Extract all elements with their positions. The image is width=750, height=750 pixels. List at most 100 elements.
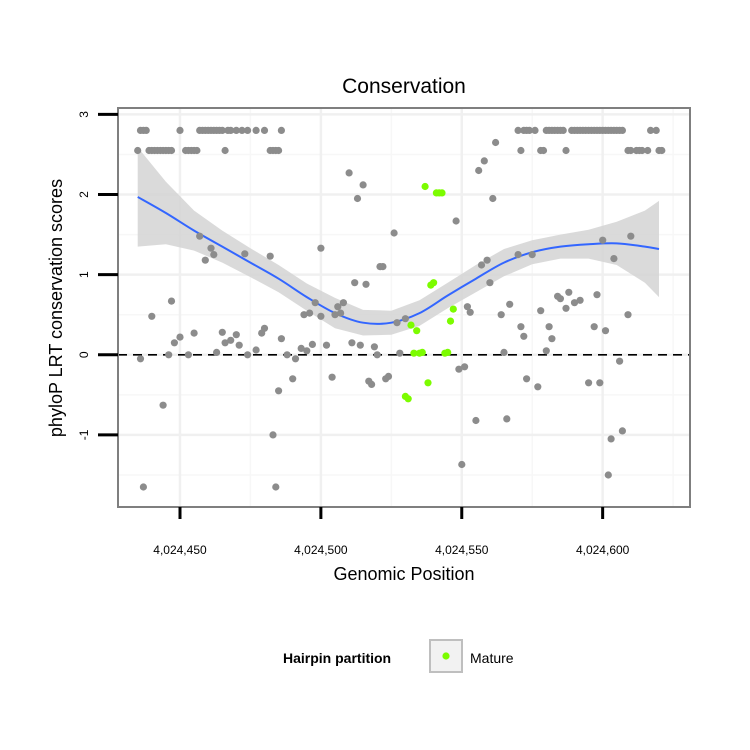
data-point — [167, 297, 176, 305]
data-point — [466, 308, 474, 316]
data-point — [458, 460, 466, 469]
data-point — [652, 126, 660, 134]
data-point-mature — [449, 305, 457, 313]
data-point — [136, 355, 145, 363]
data-point — [260, 126, 269, 134]
data-point — [297, 344, 305, 352]
data-point — [303, 347, 311, 355]
data-point — [486, 279, 494, 287]
data-point — [477, 261, 486, 269]
data-point — [658, 146, 666, 155]
data-point — [317, 312, 325, 320]
data-point — [534, 383, 542, 391]
data-point — [353, 194, 362, 203]
data-point — [331, 311, 339, 319]
data-point — [559, 126, 567, 134]
data-point — [607, 435, 615, 443]
data-point — [638, 146, 646, 155]
data-point — [252, 346, 260, 354]
data-point — [134, 146, 142, 155]
x-axis-label: Genomic Position — [333, 564, 474, 584]
data-point — [232, 126, 240, 134]
data-point — [275, 146, 283, 155]
data-point — [356, 341, 364, 349]
data-point — [193, 146, 201, 155]
data-point — [503, 415, 511, 423]
data-point — [362, 280, 370, 288]
data-point — [545, 323, 553, 331]
data-point — [644, 146, 652, 155]
data-point — [624, 311, 632, 319]
data-point — [322, 341, 331, 349]
data-point — [167, 146, 176, 155]
data-point — [618, 126, 627, 134]
data-point — [244, 126, 252, 134]
data-point — [548, 335, 556, 343]
data-point — [517, 146, 525, 155]
data-point — [266, 252, 274, 260]
data-point — [562, 304, 570, 312]
data-point — [599, 236, 607, 244]
data-point — [401, 315, 409, 323]
x-tick-label: 4,024,550 — [435, 543, 489, 557]
data-point — [396, 349, 404, 357]
data-point — [244, 351, 252, 359]
legend-marker — [442, 652, 450, 660]
x-tick-label: 4,024,600 — [576, 543, 630, 557]
data-point-mature — [418, 348, 426, 356]
data-point-mature — [413, 327, 421, 335]
data-point — [241, 250, 249, 258]
data-point — [472, 416, 480, 425]
data-point — [452, 217, 460, 225]
points-layer — [134, 126, 666, 491]
data-point — [260, 324, 269, 332]
data-point — [300, 311, 308, 319]
y-axis-label: phyloP LRT conservation scores — [46, 179, 66, 437]
data-point — [590, 323, 598, 331]
data-point — [596, 379, 604, 387]
data-point — [317, 244, 325, 252]
data-point — [489, 194, 497, 203]
data-point — [184, 351, 192, 359]
data-point — [196, 232, 204, 240]
data-point — [159, 401, 167, 409]
confidence-ribbon-layer — [137, 147, 659, 336]
data-point — [565, 288, 573, 296]
data-point — [379, 263, 387, 271]
data-point-mature — [446, 317, 455, 325]
y-tick-label: 1 — [77, 271, 91, 278]
data-point-mature — [438, 189, 446, 197]
x-tick-label: 4,024,500 — [294, 543, 348, 557]
data-point — [176, 333, 184, 341]
data-point — [618, 427, 627, 435]
legend-label-mature: Mature — [470, 650, 514, 666]
data-point — [272, 483, 280, 491]
data-point — [139, 483, 147, 491]
data-point-mature — [444, 348, 452, 356]
data-point — [306, 309, 314, 317]
y-tick-label: 0 — [77, 351, 91, 358]
data-point — [455, 365, 463, 373]
data-point — [604, 471, 612, 479]
data-point — [221, 339, 229, 347]
data-point — [351, 279, 359, 287]
data-point — [277, 126, 285, 134]
data-point — [227, 336, 235, 344]
data-point — [463, 303, 471, 311]
data-point — [359, 181, 367, 189]
data-point — [647, 126, 655, 134]
data-point — [556, 295, 565, 303]
data-point — [311, 299, 319, 307]
data-point — [500, 348, 508, 356]
data-point — [207, 244, 215, 252]
data-point — [213, 348, 221, 356]
data-point — [337, 309, 345, 317]
data-point — [291, 355, 300, 363]
data-point — [525, 126, 534, 134]
data-point — [170, 339, 178, 347]
data-point — [269, 431, 277, 439]
data-point — [283, 351, 291, 359]
data-point — [373, 351, 381, 359]
data-point — [252, 126, 260, 134]
